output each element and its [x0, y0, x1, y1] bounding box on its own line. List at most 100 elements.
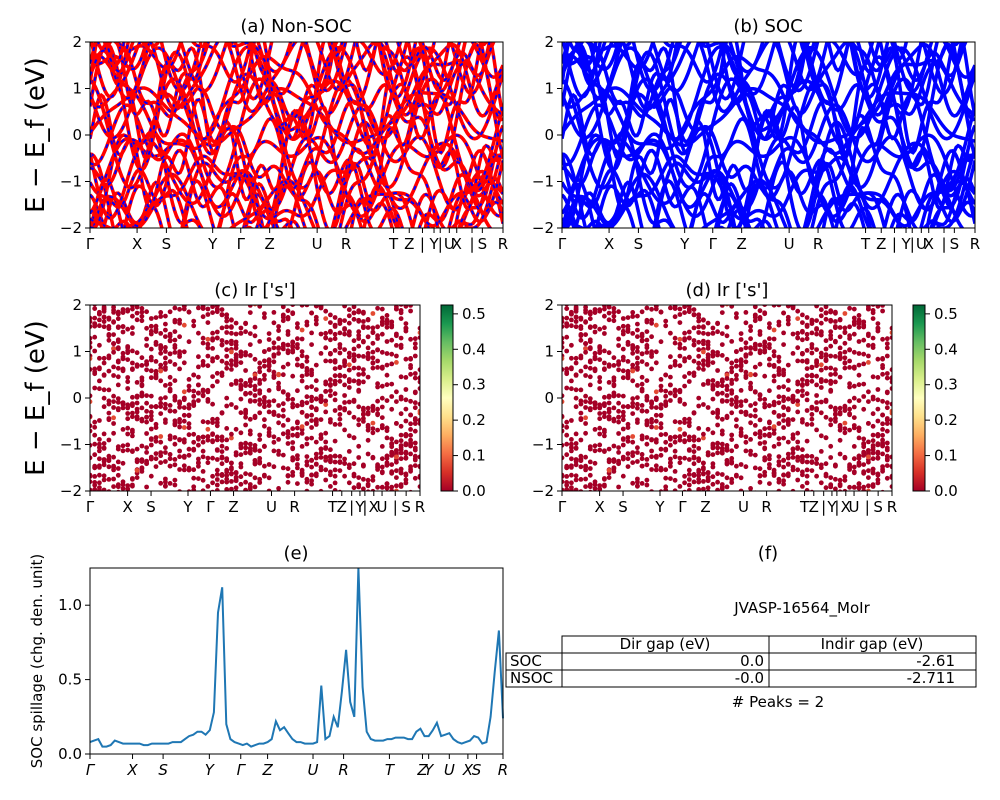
panel-d-band-dot: [861, 351, 867, 357]
panel-c-band-dot: [379, 319, 385, 325]
panel-c-band-dot: [285, 396, 291, 402]
panel-d-band-dot: [663, 323, 669, 329]
panel-d-band-dot: [781, 472, 786, 478]
panel-d-band-dot: [611, 318, 617, 324]
panel-d-band-dot: [639, 456, 645, 462]
panel-d-band-dot: [884, 463, 890, 468]
panel-c-band-dot: [101, 473, 107, 479]
panel-c-band-dot: [262, 463, 267, 469]
panel-d-band-dot: [569, 366, 574, 372]
panel-c-band-dot: [346, 465, 352, 471]
panel-c-band-dot: [115, 345, 121, 351]
panel-d-band-dot: [564, 474, 570, 479]
panel-d-band-dot: [597, 386, 603, 391]
panel-d-band-dot: [738, 331, 744, 336]
panel-c-band-dot: [163, 327, 168, 333]
panel-c-band-dot: [219, 479, 225, 485]
panel-d-band-dot: [729, 460, 735, 466]
panel-d-band-dot: [691, 454, 697, 460]
panel-d-band-dot: [880, 432, 885, 438]
panel-c-band-dot: [403, 397, 409, 403]
panel-d-band-dot: [814, 461, 819, 466]
panel-c-band-dot: [351, 346, 357, 352]
panel-d-band-dot: [644, 362, 650, 367]
panel-d-band-dot: [870, 342, 876, 348]
panel-d-band-dot: [578, 368, 584, 374]
panel-d-band-dot: [607, 299, 612, 304]
panel-c-xtick-label: S: [146, 498, 156, 516]
panel-c-band-dot: [101, 395, 107, 401]
panel-c-band-dot: [290, 343, 296, 349]
panel-c-band-dot: [148, 442, 154, 448]
panel-c-band-dot: [257, 365, 263, 371]
panel-d-band-dot: [677, 306, 683, 312]
panel-c-band-dot: [210, 439, 216, 445]
panel-d-xtick-label: |: [865, 498, 870, 516]
panel-d-band-dot: [573, 314, 579, 320]
panel-d-band-dot: [752, 389, 758, 395]
panel-d-band-dot: [578, 416, 584, 421]
panel-d-band-dot: [734, 463, 739, 469]
panel-d-band-dot: [776, 322, 782, 328]
panel-c-band-dot: [309, 398, 314, 404]
panel-c-band-dot: [285, 315, 291, 320]
panel-c-band-dot: [323, 335, 329, 341]
panel-c-yticks: 210−1−2: [60, 296, 90, 500]
panel-d-xtick-label: Z: [700, 498, 710, 516]
panel-d-band-dot: [649, 366, 654, 372]
panel-d-band-dot: [861, 451, 867, 456]
panel-d-band-dot: [804, 397, 810, 403]
panel-d-band-dot: [771, 473, 777, 478]
panel-c-band-dot: [101, 457, 107, 462]
panel-d-band-dot: [884, 421, 890, 426]
panel-d-band-dot: [710, 464, 716, 470]
panel-c-band-dot: [163, 459, 168, 464]
panel-c-band-dot: [328, 419, 333, 425]
panel-c-band-dot: [200, 434, 206, 440]
panel-d-band-dot: [762, 401, 768, 407]
panel-d-band-dot: [828, 329, 834, 335]
panel-c-band-dot: [309, 458, 314, 463]
panel-c-band-dot: [243, 450, 249, 456]
panel-c-band-dot: [172, 305, 178, 311]
panel-d-band-dot: [686, 329, 692, 335]
panel-d-band-dot: [847, 398, 852, 404]
panel-c-band-dot: [191, 300, 196, 305]
panel-c-band-dot: [115, 365, 121, 371]
panel-d-band-dot: [620, 328, 626, 334]
panel-c-band-dot: [134, 400, 140, 406]
panel-d-band-dot: [771, 373, 777, 379]
panel-d-band-dot: [705, 489, 711, 491]
panel-c-band-dot: [403, 472, 409, 478]
panel-c-xtick-label: Γ: [206, 498, 215, 516]
panel-d-band-dot: [710, 443, 716, 449]
panel-d-band-dot: [729, 410, 735, 416]
panel-b-xtick-label: S: [950, 235, 960, 253]
panel-d-band-dot: [743, 320, 749, 326]
panel-d-band-dot: [795, 398, 801, 404]
panel-d-band-dot: [804, 381, 810, 387]
panel-c-band-dot: [412, 336, 418, 342]
panel-c-band-dot: [219, 338, 225, 343]
panel-c-band-dot: [417, 335, 420, 340]
panel-d-band-dot: [771, 327, 777, 333]
panel-d-band-dot: [625, 464, 631, 469]
panel-d-band-dot: [856, 339, 862, 344]
panel-c-band-dot: [266, 409, 272, 415]
panel-c-band-dot: [144, 419, 150, 425]
panel-d-band-dot: [790, 435, 796, 441]
panel-d-band-dot: [597, 431, 603, 437]
panel-c-band-dot: [346, 354, 352, 360]
panel-d-band-dot: [578, 464, 584, 470]
panel-c-band-dot: [219, 370, 225, 376]
panel-d-band-dot: [762, 426, 768, 432]
panel-c-band-dot: [163, 365, 168, 370]
panel-c-band-dot: [252, 383, 258, 389]
panel-c-band-dot: [177, 454, 183, 460]
panel-c-band-dot: [214, 482, 220, 488]
panel-c-band-dot: [214, 477, 220, 482]
panel-c-band-dot: [323, 308, 329, 314]
panel-c-band-dot: [205, 426, 211, 432]
panel-d-band-dot: [602, 305, 607, 308]
panel-c-band-dot: [247, 378, 253, 384]
